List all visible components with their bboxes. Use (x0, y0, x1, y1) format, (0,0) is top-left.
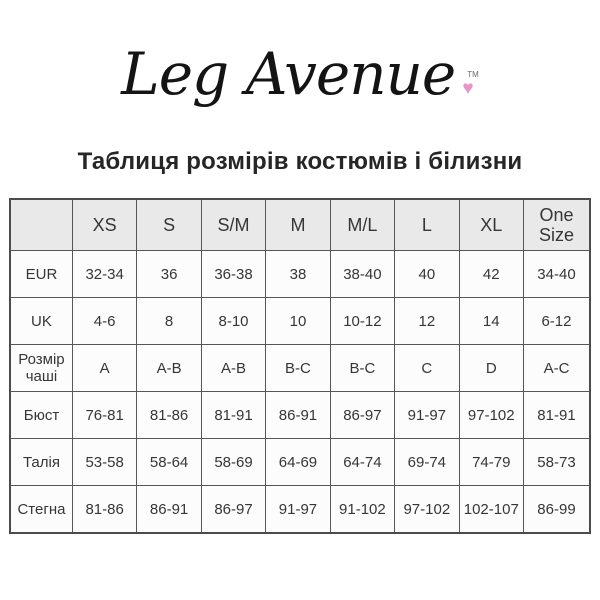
table-cell: 10-12 (329, 297, 396, 345)
table-cell: 8-10 (200, 297, 267, 345)
corner-cell (9, 198, 73, 251)
column-header-cell: One Size (522, 198, 591, 251)
table-cell: 12 (394, 297, 460, 345)
row-label-cell: Розмір чаші (9, 344, 73, 392)
table-cell: 97-102 (394, 485, 460, 534)
table-cell: A-C (522, 344, 591, 392)
table-cell: 34-40 (522, 250, 591, 298)
row-label-cell: UK (9, 297, 73, 345)
size-table: XS S S/M M M/L L XL One Size EUR 32-34 36 36-38 38 3… (9, 198, 591, 534)
brand-logo: Leg Avenue TM ♥ (0, 0, 600, 122)
table-cell: 91-102 (329, 485, 396, 534)
table-cell: 10 (265, 297, 331, 345)
table-row: Стегна 81-86 86-91 86-97 91-97 91-102 97-102 10… (9, 485, 591, 534)
table-cell: A (71, 344, 138, 392)
table-cell: 74-79 (458, 438, 524, 486)
table-cell: 14 (458, 297, 524, 345)
table-cell: 64-69 (265, 438, 331, 486)
table-cell: 81-86 (136, 391, 202, 439)
row-label-cell: EUR (9, 250, 73, 298)
table-cell: A-B (200, 344, 267, 392)
table-row: Бюст 76-81 81-86 81-91 86-91 86-97 91-97 97-102… (9, 391, 591, 439)
table-cell: 91-97 (394, 391, 460, 439)
table-row: Розмір чаші A A-B A-B B-C B-C C D A-C (9, 344, 591, 392)
table-row: EUR 32-34 36 36-38 38 38-40 40 42 34-40 (9, 250, 591, 298)
table-cell: A-B (136, 344, 202, 392)
table-cell: 4-6 (71, 297, 138, 345)
table-row: Талія 53-58 58-64 58-69 64-69 64-74 69-74 74-79… (9, 438, 591, 486)
table-cell: 86-97 (200, 485, 267, 534)
table-cell: 86-91 (265, 391, 331, 439)
trademark-symbol: TM (467, 70, 479, 79)
table-cell: 97-102 (458, 391, 524, 439)
column-header-cell: M (265, 198, 331, 251)
table-cell: 86-99 (522, 485, 591, 534)
logo-mark: TM ♥ (457, 70, 479, 99)
table-cell: 53-58 (71, 438, 138, 486)
table-cell: 64-74 (329, 438, 396, 486)
brand-logo-text: Leg Avenue (121, 40, 456, 108)
page-title: Таблиця розмірів костюмів і білизни (77, 148, 523, 175)
column-header-cell: M/L (329, 198, 396, 251)
column-header-cell: XL (458, 198, 524, 251)
table-cell: 58-64 (136, 438, 202, 486)
table-cell: 102-107 (458, 485, 524, 534)
table-cell: 36-38 (200, 250, 267, 298)
table-cell: 42 (458, 250, 524, 298)
row-label-cell: Стегна (9, 485, 73, 534)
row-label-cell: Бюст (9, 391, 73, 439)
table-cell: 69-74 (394, 438, 460, 486)
table-cell: D (458, 344, 524, 392)
table-cell: 6-12 (522, 297, 591, 345)
table-cell: 76-81 (71, 391, 138, 439)
table-body: EUR 32-34 36 36-38 38 38-40 40 42 34-40 UK 4-6 8 8-1… (9, 250, 591, 534)
heart-icon: ♥ (462, 78, 474, 99)
table-cell: 38 (265, 250, 331, 298)
table-cell: C (394, 344, 460, 392)
table-cell: 81-91 (200, 391, 267, 439)
table-cell: 91-97 (265, 485, 331, 534)
table-cell: 86-97 (329, 391, 396, 439)
table-cell: 81-86 (71, 485, 138, 534)
column-header-cell: L (394, 198, 460, 251)
table-cell: 58-69 (200, 438, 267, 486)
table-cell: 8 (136, 297, 202, 345)
row-label-cell: Талія (9, 438, 73, 486)
table-cell: 40 (394, 250, 460, 298)
table-cell: B-C (329, 344, 396, 392)
table-header: XS S S/M M M/L L XL One Size (9, 198, 591, 251)
column-header-cell: S/M (200, 198, 267, 251)
column-header-cell: S (136, 198, 202, 251)
table-cell: 58-73 (522, 438, 591, 486)
table-cell: B-C (265, 344, 331, 392)
table-header-row: XS S S/M M M/L L XL One Size (9, 198, 591, 251)
table-cell: 86-91 (136, 485, 202, 534)
table-cell: 81-91 (522, 391, 591, 439)
table-cell: 32-34 (71, 250, 138, 298)
table-cell: 38-40 (329, 250, 396, 298)
column-header-cell: XS (71, 198, 138, 251)
table-row: UK 4-6 8 8-10 10 10-12 12 14 6-12 (9, 297, 591, 345)
table-cell: 36 (136, 250, 202, 298)
